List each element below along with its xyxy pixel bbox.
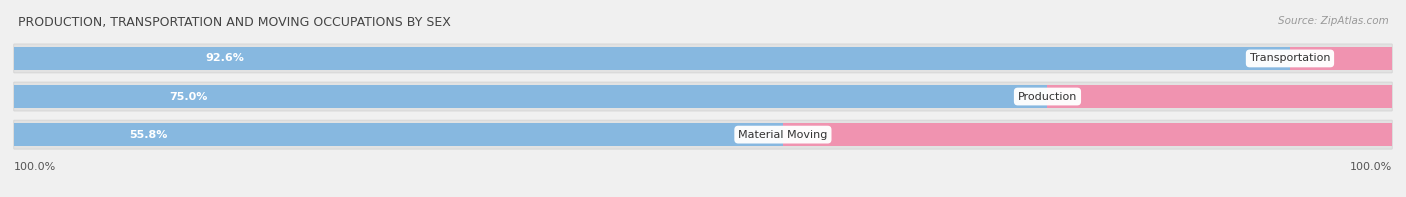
FancyBboxPatch shape: [14, 120, 1392, 149]
Text: Production: Production: [1018, 92, 1077, 101]
Text: 92.6%: 92.6%: [205, 53, 245, 63]
Bar: [1047, 85, 1392, 108]
Text: 55.8%: 55.8%: [129, 130, 167, 140]
Bar: [14, 85, 1047, 108]
FancyBboxPatch shape: [14, 44, 1392, 73]
Text: Material Moving: Material Moving: [738, 130, 828, 140]
Text: Transportation: Transportation: [1250, 53, 1330, 63]
Bar: [14, 47, 1289, 70]
Text: Source: ZipAtlas.com: Source: ZipAtlas.com: [1278, 16, 1389, 26]
Text: 100.0%: 100.0%: [1350, 162, 1392, 172]
Text: PRODUCTION, TRANSPORTATION AND MOVING OCCUPATIONS BY SEX: PRODUCTION, TRANSPORTATION AND MOVING OC…: [18, 16, 451, 29]
FancyBboxPatch shape: [14, 82, 1392, 111]
Bar: [783, 123, 1392, 146]
Text: 100.0%: 100.0%: [14, 162, 56, 172]
Bar: [14, 123, 783, 146]
Bar: [1289, 47, 1392, 70]
Text: 75.0%: 75.0%: [169, 92, 208, 101]
